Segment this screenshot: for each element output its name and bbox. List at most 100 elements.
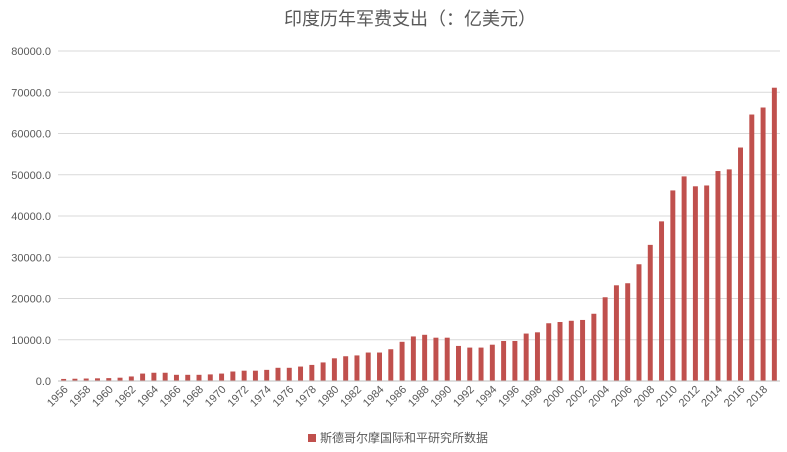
bar-1979: [320, 362, 326, 381]
bar-2003: [591, 313, 597, 381]
y-tick-label: 70000.0: [11, 87, 51, 99]
legend-label: 斯德哥尔摩国际和平研究所数据: [320, 430, 488, 445]
bar-1981: [343, 356, 349, 381]
bar-2007: [636, 264, 642, 381]
bar-2013: [704, 185, 710, 381]
bar-2001: [568, 320, 574, 381]
bar-1978: [309, 364, 315, 381]
bar-1970: [219, 373, 225, 381]
x-tick-label: 1966: [158, 384, 184, 410]
bar-1976: [286, 367, 292, 381]
bar-1990: [444, 337, 450, 381]
x-tick-label: 2008: [632, 384, 658, 410]
bar-1966: [173, 374, 179, 381]
y-tick-label: 40000.0: [11, 211, 51, 223]
bar-1969: [207, 374, 213, 381]
x-tick-label: 1990: [429, 384, 455, 410]
y-tick-label: 60000.0: [11, 129, 51, 141]
bar-1991: [456, 345, 461, 381]
bar-1996: [512, 340, 518, 381]
y-tick-label: 30000.0: [11, 252, 51, 264]
bar-2018: [760, 107, 766, 381]
legend: 斯德哥尔摩国际和平研究所数据: [308, 430, 488, 445]
bar-1983: [365, 352, 371, 381]
x-tick-label: 1994: [474, 384, 500, 410]
x-tick-label: 2006: [609, 384, 635, 410]
bar-1992: [467, 347, 473, 381]
x-tick-label: 1992: [451, 384, 477, 410]
x-tick-label: 1962: [113, 384, 139, 410]
bar-2012: [692, 186, 698, 381]
bar-1988: [422, 334, 428, 381]
bar-2019: [771, 87, 777, 382]
bar-1960: [106, 378, 112, 381]
x-tick-label: 2010: [654, 384, 680, 410]
bar-1974: [264, 369, 270, 381]
x-tick-label: 2000: [541, 384, 567, 410]
bar-1977: [298, 366, 304, 381]
bar-1972: [241, 370, 247, 381]
x-tick-label: 1960: [90, 384, 116, 410]
x-tick-label: 1984: [361, 384, 387, 410]
legend-swatch: [308, 434, 316, 442]
x-tick-label: 2016: [722, 384, 748, 410]
bar-2008: [647, 244, 653, 381]
bar-1973: [252, 370, 258, 381]
x-tick-label: 1968: [180, 384, 206, 410]
x-tick-label: 1988: [406, 384, 432, 410]
gridlines: [58, 50, 780, 341]
x-axis-tick-labels: 1956195819601962196419661968197019721974…: [45, 384, 770, 410]
bar-1987: [410, 336, 416, 381]
bar-2002: [580, 319, 586, 381]
bar-2015: [726, 169, 732, 381]
x-tick-label: 1996: [496, 384, 522, 410]
bar-1975: [275, 367, 281, 381]
bar-2009: [659, 221, 665, 381]
bar-1971: [230, 371, 236, 381]
x-tick-label: 2014: [699, 384, 725, 410]
bar-2005: [613, 285, 619, 381]
bar-1993: [478, 347, 484, 381]
x-tick-label: 2018: [744, 384, 770, 410]
x-tick-label: 2004: [586, 384, 612, 410]
bar-1997: [523, 333, 529, 381]
y-tick-label: 80000.0: [11, 46, 51, 58]
x-tick-label: 1998: [519, 384, 545, 410]
bar-1956: [61, 378, 67, 381]
bar-1958: [83, 378, 89, 381]
x-tick-label: 1964: [135, 384, 161, 410]
bar-1963: [140, 373, 146, 381]
bar-2011: [681, 176, 687, 381]
x-tick-label: 1976: [271, 384, 297, 410]
bar-1994: [489, 344, 495, 381]
bar-1999: [546, 323, 552, 381]
bar-series: [61, 87, 777, 382]
bar-2006: [625, 283, 631, 381]
bar-2000: [557, 322, 563, 381]
x-tick-label: 2002: [564, 384, 590, 410]
bar-1989: [433, 337, 439, 381]
bar-1962: [128, 376, 134, 381]
bar-1985: [388, 349, 394, 381]
bar-1995: [501, 340, 507, 381]
bar-1984: [377, 352, 382, 381]
bar-1967: [185, 374, 191, 381]
x-tick-label: 1970: [203, 384, 229, 410]
x-tick-label: 1982: [338, 384, 364, 410]
chart-title: 印度历年军费支出（：亿美元）: [284, 9, 536, 30]
y-tick-label: 20000.0: [11, 294, 51, 306]
x-tick-label: 1972: [225, 384, 251, 410]
bar-2016: [738, 147, 743, 381]
x-tick-label: 1974: [248, 384, 274, 410]
bar-2010: [670, 190, 676, 381]
bar-1961: [117, 377, 123, 381]
bar-1980: [331, 358, 337, 381]
x-tick-label: 1958: [68, 384, 94, 410]
y-tick-label: 50000.0: [11, 170, 51, 182]
bar-2014: [715, 171, 721, 381]
x-tick-label: 1978: [293, 384, 319, 410]
x-tick-label: 2012: [677, 384, 703, 410]
bar-1964: [151, 372, 157, 381]
bar-1965: [162, 372, 168, 381]
